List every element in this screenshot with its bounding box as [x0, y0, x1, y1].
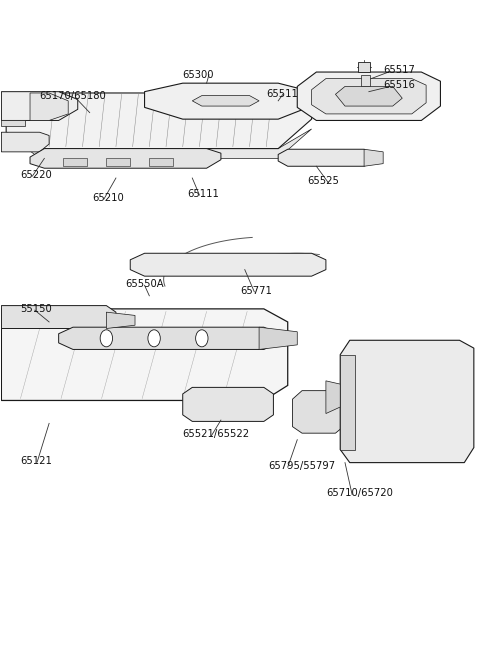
- Polygon shape: [1, 132, 49, 152]
- Text: 65220: 65220: [21, 170, 52, 180]
- Polygon shape: [1, 120, 25, 125]
- Circle shape: [100, 330, 113, 347]
- Polygon shape: [364, 149, 383, 166]
- Text: 65517: 65517: [383, 65, 415, 75]
- Polygon shape: [1, 92, 78, 120]
- Polygon shape: [6, 93, 312, 148]
- Polygon shape: [192, 96, 259, 106]
- Polygon shape: [312, 79, 426, 114]
- Text: 65300: 65300: [183, 70, 214, 79]
- Text: 65121: 65121: [21, 456, 52, 466]
- Polygon shape: [30, 148, 221, 168]
- Polygon shape: [30, 93, 68, 120]
- Polygon shape: [359, 62, 370, 72]
- Text: 65525: 65525: [307, 176, 339, 187]
- Polygon shape: [63, 158, 87, 166]
- Text: 65710/65720: 65710/65720: [326, 488, 393, 499]
- Polygon shape: [6, 129, 312, 158]
- Polygon shape: [107, 312, 135, 328]
- Text: 65511: 65511: [266, 89, 298, 99]
- Text: 65771: 65771: [240, 286, 272, 296]
- Text: 65210: 65210: [92, 193, 124, 202]
- Polygon shape: [326, 381, 340, 413]
- Polygon shape: [336, 87, 402, 106]
- Text: 65170/65180: 65170/65180: [39, 91, 106, 101]
- Polygon shape: [1, 309, 288, 401]
- Text: 55150: 55150: [21, 304, 52, 314]
- Polygon shape: [1, 306, 116, 328]
- Text: 65550A: 65550A: [125, 279, 164, 289]
- Text: 65516: 65516: [383, 80, 415, 90]
- Polygon shape: [340, 355, 355, 449]
- Text: 65521/65522: 65521/65522: [183, 430, 250, 440]
- Polygon shape: [361, 75, 370, 87]
- Polygon shape: [183, 388, 274, 421]
- Circle shape: [196, 330, 208, 347]
- Polygon shape: [144, 83, 312, 119]
- Polygon shape: [278, 149, 373, 166]
- Polygon shape: [149, 158, 173, 166]
- Polygon shape: [292, 391, 345, 433]
- Polygon shape: [259, 327, 297, 350]
- Text: 65795/55797: 65795/55797: [269, 461, 336, 471]
- Text: 65111: 65111: [188, 189, 219, 198]
- Polygon shape: [130, 253, 326, 276]
- Polygon shape: [59, 327, 278, 350]
- Polygon shape: [297, 72, 441, 120]
- Polygon shape: [340, 340, 474, 463]
- Polygon shape: [107, 158, 130, 166]
- Circle shape: [148, 330, 160, 347]
